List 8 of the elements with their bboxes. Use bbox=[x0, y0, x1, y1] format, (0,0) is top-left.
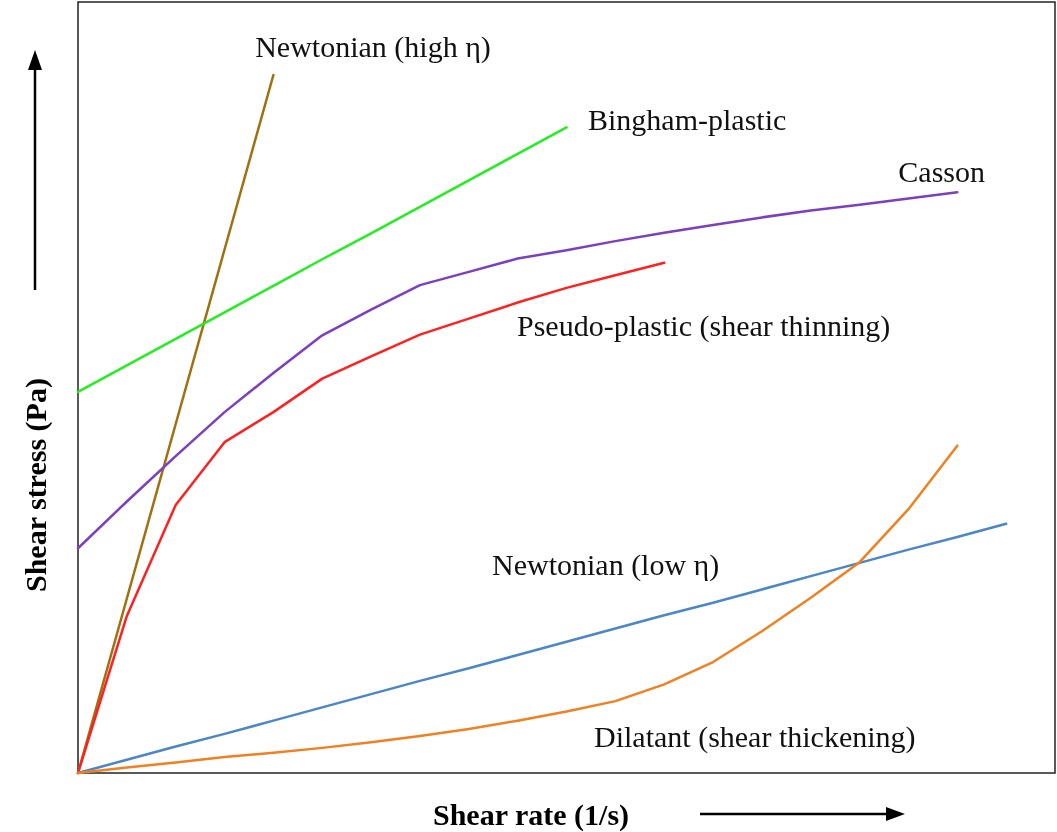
series-label: Newtonian (high η) bbox=[255, 30, 491, 64]
series-label: Bingham-plastic bbox=[588, 103, 787, 136]
x-axis-title: Shear rate (1/s) bbox=[433, 798, 630, 832]
series-label: Dilatant (shear thickening) bbox=[594, 720, 916, 754]
y-axis-title: Shear stress (Pa) bbox=[19, 378, 53, 592]
series-label: Casson bbox=[898, 155, 985, 188]
series-label: Pseudo-plastic (shear thinning) bbox=[517, 309, 891, 343]
series-label: Newtonian (low η) bbox=[492, 548, 720, 582]
